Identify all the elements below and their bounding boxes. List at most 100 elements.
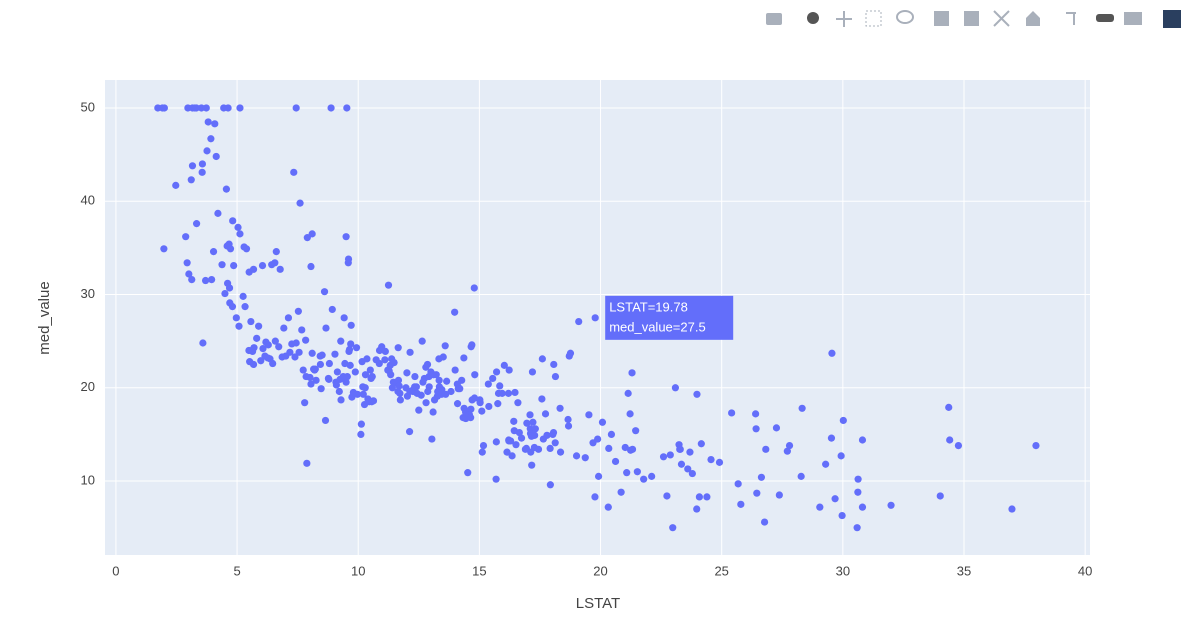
box-select-button[interactable] [865, 10, 882, 27]
point [259, 345, 267, 353]
point [343, 372, 351, 381]
point [359, 390, 367, 398]
point [529, 418, 537, 426]
point [423, 360, 432, 369]
hover-compare-button[interactable] [1124, 12, 1142, 25]
point [954, 441, 963, 450]
point [317, 385, 325, 393]
point [492, 438, 500, 446]
point [551, 372, 560, 381]
point [498, 389, 506, 397]
point [496, 382, 504, 390]
point [203, 147, 211, 155]
point [772, 424, 781, 432]
point [623, 469, 631, 477]
point [366, 366, 374, 374]
point [403, 369, 411, 377]
point [566, 349, 575, 357]
point [257, 357, 265, 365]
point [286, 348, 294, 356]
point [640, 475, 648, 483]
point [229, 217, 237, 225]
x-tick-label: 40 [1078, 563, 1092, 578]
point [224, 104, 232, 112]
point [269, 359, 277, 368]
point [598, 418, 607, 426]
point [357, 430, 365, 439]
point [686, 448, 694, 456]
point [783, 447, 791, 455]
point [797, 472, 805, 480]
point [185, 270, 193, 278]
point [775, 491, 783, 499]
point [489, 374, 497, 383]
hover-closest-button[interactable] [1096, 14, 1114, 22]
plotly-logo[interactable] [1163, 10, 1181, 28]
zoom-button[interactable] [807, 12, 819, 24]
point [345, 345, 354, 354]
point [581, 454, 589, 462]
point [659, 453, 668, 461]
point [271, 259, 279, 267]
point [458, 376, 466, 384]
point [352, 344, 361, 352]
point [405, 428, 414, 436]
x-axis-title: LSTAT [576, 595, 620, 612]
point [292, 339, 300, 347]
point [451, 308, 459, 316]
point [494, 400, 502, 408]
point [325, 375, 333, 383]
point [292, 104, 300, 112]
lasso-button[interactable] [896, 10, 914, 24]
point [198, 168, 206, 176]
point [253, 334, 261, 342]
point [343, 104, 351, 112]
point [187, 176, 195, 184]
x-tick-label: 25 [714, 563, 728, 578]
point [534, 445, 543, 453]
point [239, 292, 247, 300]
point [291, 353, 299, 361]
modebar [766, 10, 1181, 28]
point [160, 245, 168, 253]
point [715, 458, 724, 466]
point [543, 431, 551, 439]
reset-button[interactable] [1026, 11, 1040, 26]
y-tick-label: 30 [81, 286, 95, 301]
point [264, 341, 272, 349]
zoom-out-button[interactable] [964, 11, 979, 26]
point [228, 303, 237, 311]
point [417, 391, 425, 399]
hover: LSTAT=19.78 med_value=27.5 [605, 295, 734, 340]
spike-button[interactable] [1066, 12, 1076, 25]
point [363, 355, 371, 363]
point [432, 371, 440, 379]
zoom-in-button[interactable] [934, 11, 949, 26]
point [760, 518, 769, 526]
camera-button[interactable] [766, 13, 782, 25]
point [333, 368, 341, 376]
x-tick-label: 10 [351, 563, 365, 578]
point [272, 248, 280, 256]
point [503, 448, 511, 456]
point [728, 409, 736, 417]
point [485, 402, 493, 411]
point [241, 303, 249, 311]
point [235, 322, 243, 330]
y-axis-title: med_value [36, 281, 53, 354]
autoscale-button[interactable] [993, 10, 1010, 27]
pan-button[interactable] [836, 11, 852, 27]
point [337, 396, 345, 404]
point [211, 120, 219, 128]
point [390, 358, 398, 367]
point [468, 341, 476, 349]
point [707, 455, 715, 464]
point [303, 234, 311, 242]
point [232, 314, 240, 322]
point [222, 185, 230, 193]
point [762, 445, 770, 453]
point [306, 373, 314, 382]
point [322, 324, 330, 332]
point [415, 406, 423, 414]
